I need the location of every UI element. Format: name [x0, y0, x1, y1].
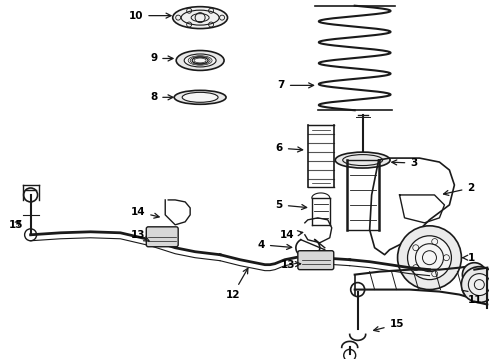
Text: 9: 9 — [150, 54, 173, 63]
Ellipse shape — [335, 152, 390, 168]
FancyBboxPatch shape — [147, 227, 178, 247]
Circle shape — [468, 274, 490, 296]
Circle shape — [397, 226, 462, 289]
Text: 12: 12 — [225, 268, 248, 300]
Text: 5: 5 — [276, 200, 307, 210]
Ellipse shape — [182, 92, 218, 102]
Text: 15: 15 — [9, 220, 23, 230]
Text: 15: 15 — [374, 319, 404, 332]
Text: 14: 14 — [280, 230, 303, 240]
Circle shape — [463, 263, 486, 287]
Text: 8: 8 — [150, 92, 173, 102]
Text: 11: 11 — [462, 290, 482, 305]
Circle shape — [462, 267, 490, 302]
Text: 7: 7 — [277, 80, 314, 90]
Text: 2: 2 — [443, 183, 475, 195]
Ellipse shape — [172, 7, 227, 28]
Text: 13: 13 — [280, 260, 301, 270]
Text: 13: 13 — [131, 230, 149, 241]
Ellipse shape — [174, 90, 226, 104]
Text: 6: 6 — [276, 143, 303, 153]
Ellipse shape — [176, 50, 224, 71]
Text: 3: 3 — [392, 158, 417, 168]
Text: 14: 14 — [131, 207, 159, 218]
FancyBboxPatch shape — [298, 251, 334, 270]
Ellipse shape — [184, 54, 216, 67]
Circle shape — [408, 236, 451, 280]
Text: 4: 4 — [258, 240, 292, 250]
Text: 1: 1 — [462, 253, 475, 263]
Text: 10: 10 — [129, 11, 171, 21]
